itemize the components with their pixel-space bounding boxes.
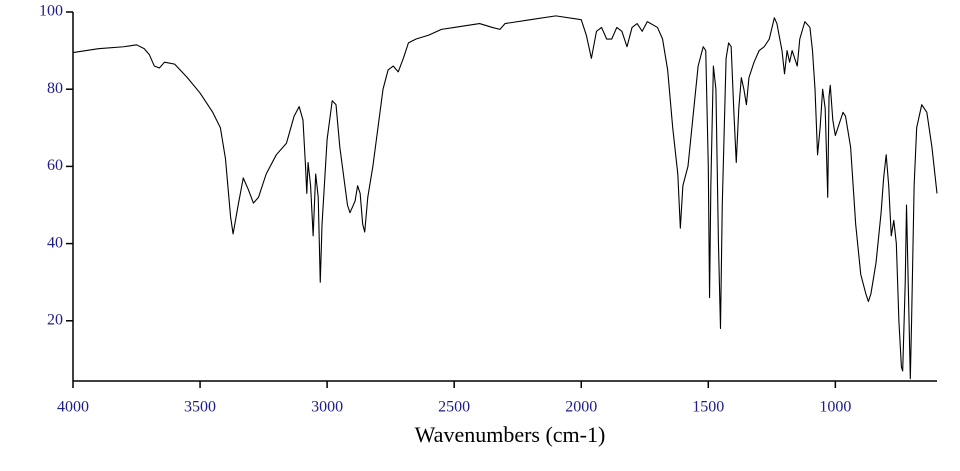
x-tick-label: 3000 xyxy=(311,399,343,416)
x-tick-label: 4000 xyxy=(57,399,89,416)
spectrum-line xyxy=(72,15,938,380)
x-axis-title: Wavenumbers (cm-1) xyxy=(415,422,606,447)
y-tick-label: 40 xyxy=(47,234,63,251)
x-tick-label: 2500 xyxy=(438,399,470,416)
x-tick-label: 1500 xyxy=(692,399,724,416)
y-tick-label: 100 xyxy=(39,3,63,20)
y-tick-label: 60 xyxy=(47,157,63,174)
x-tick-label: 1000 xyxy=(819,399,851,416)
x-tick-label: 2000 xyxy=(565,399,597,416)
y-tick-label: 80 xyxy=(47,80,63,97)
x-tick-label: 3500 xyxy=(184,399,216,416)
y-tick-label: 20 xyxy=(47,311,63,328)
